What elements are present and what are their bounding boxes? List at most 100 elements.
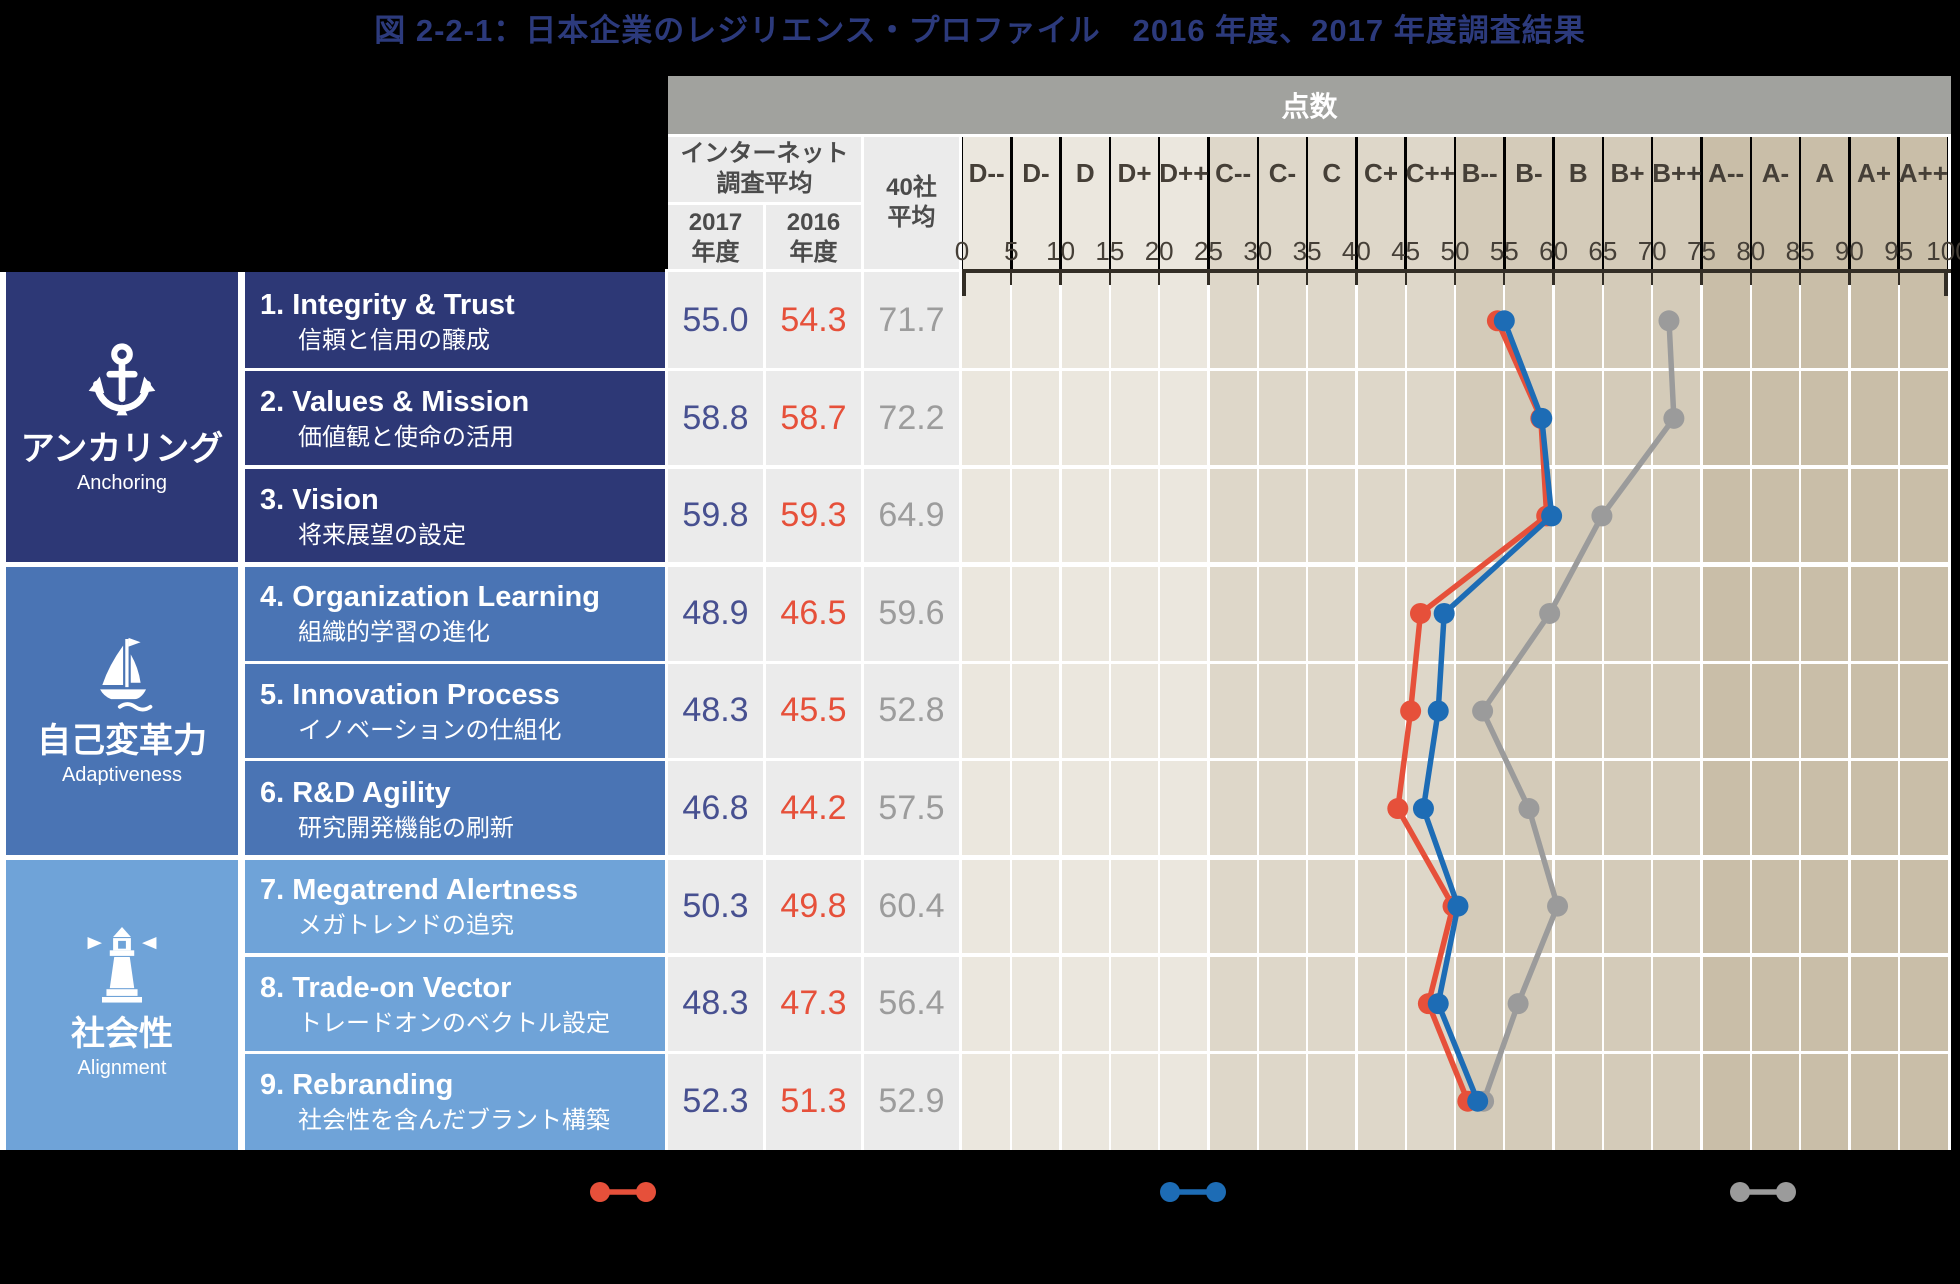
gridline-vertical <box>1305 272 1309 1150</box>
axis-tick <box>1108 272 1112 285</box>
axis-tick-label: 70 <box>1637 236 1667 266</box>
data-point <box>1547 895 1569 917</box>
legend-marker-glyph <box>590 1182 656 1202</box>
gridline-vertical <box>1256 272 1259 1150</box>
category-cell: 3. Vision 将来展望の設定 <box>245 467 665 565</box>
grade-band <box>1701 272 1948 1150</box>
grade-band <box>962 272 1209 1150</box>
header-divider <box>668 202 861 205</box>
score-header-bar: 点数 <box>668 76 1951 134</box>
col-40-line1: 40社 <box>886 174 937 201</box>
category-subtitle: イノベーションの仕組化 <box>298 716 562 744</box>
col-2017-line2: 年度 <box>691 238 740 266</box>
category-subtitle: 将来展望の設定 <box>298 521 466 549</box>
value-2016: 49.8 <box>766 857 861 955</box>
axis-tick <box>1256 272 1259 285</box>
value-2016: 47.3 <box>766 954 861 1053</box>
row-divider <box>245 1050 1948 1055</box>
data-point <box>1539 602 1561 624</box>
group-row-divider <box>0 562 1948 568</box>
grade-label: C++ <box>1405 158 1455 188</box>
axis-tick-label: 60 <box>1539 236 1569 266</box>
data-point <box>1387 798 1409 820</box>
grade-cell <box>1111 136 1158 269</box>
axis-tick <box>1158 272 1161 285</box>
grade-cell <box>1850 136 1898 269</box>
data-point <box>1427 700 1449 722</box>
category-title: 2. Values & Mission <box>260 386 530 419</box>
category-title: 4. Organization Learning <box>260 581 600 614</box>
gridline-vertical <box>1848 272 1851 1150</box>
category-cell: 1. Integrity & Trust 信頼と信用の醸成 <box>245 272 665 370</box>
axis-tick <box>962 272 966 296</box>
category-cell: 6. R&D Agility 研究開発機能の刷新 <box>245 759 665 858</box>
grade-label: D+ <box>1117 158 1152 188</box>
internet-survey-line2: 調査平均 <box>716 170 813 197</box>
col-40-line2: 平均 <box>887 204 936 231</box>
group-cell-anchoring: アンカリング Anchoring <box>6 272 238 565</box>
anchor-icon <box>86 342 158 427</box>
data-point <box>1518 798 1540 820</box>
grade-cell <box>1801 136 1849 269</box>
grade-label: C- <box>1268 158 1297 188</box>
group-label-ja: 社会性 <box>71 1015 173 1054</box>
grade-label: A <box>1815 158 1835 188</box>
axis-tick-label: 55 <box>1489 236 1519 266</box>
data-point <box>1467 1090 1489 1112</box>
grade-label: A- <box>1761 158 1790 188</box>
axis-tick-label: 65 <box>1588 236 1618 266</box>
grade-cell <box>1899 136 1947 269</box>
data-point <box>1507 993 1529 1015</box>
legend-marker <box>1159 1181 1227 1203</box>
axis-tick-label: 10 <box>1046 236 1076 266</box>
value-2016: 54.3 <box>766 272 861 370</box>
value-40avg: 57.5 <box>864 759 959 858</box>
category-cell: 8. Trade-on Vector トレードオンのベクトル設定 <box>245 954 665 1053</box>
axis-tick-label: 40 <box>1341 236 1371 266</box>
gridline-vertical <box>1552 272 1555 1150</box>
data-point <box>1541 505 1563 527</box>
col-header-internet-survey: インターネット 調査平均 <box>668 136 861 202</box>
axis-tick <box>1453 272 1457 285</box>
grade-cell <box>1061 136 1109 269</box>
value-2016: 45.5 <box>766 662 861 760</box>
data-point <box>1663 407 1685 429</box>
grade-label: D- <box>1022 158 1050 188</box>
category-title: 1. Integrity & Trust <box>260 288 515 321</box>
grade-label: C <box>1322 158 1342 188</box>
value-2017: 59.8 <box>668 467 763 565</box>
grade-cell <box>1653 136 1701 269</box>
value-2017: 55.0 <box>668 272 763 370</box>
group-label-en: Anchoring <box>76 471 168 494</box>
category-title: 9. Rebranding <box>260 1069 454 1102</box>
value-40avg: 60.4 <box>864 857 959 955</box>
category-title: 3. Vision <box>260 483 379 516</box>
category-subtitle: 価値観と使命の活用 <box>298 424 514 452</box>
value-2016: 44.2 <box>766 759 861 858</box>
data-point <box>1658 310 1680 332</box>
data-point <box>1409 602 1431 624</box>
series-line <box>1479 320 1677 1103</box>
gridline-vertical <box>1010 272 1013 1150</box>
header-divider <box>668 269 959 272</box>
axis-tick <box>1798 272 1802 285</box>
value-40avg: 52.9 <box>864 1052 959 1150</box>
axis-tick <box>1010 272 1013 285</box>
lighthouse-icon <box>82 927 162 1012</box>
legend-marker-glyph <box>1160 1182 1226 1202</box>
axis-tick-label: 85 <box>1785 236 1815 266</box>
value-2017: 58.8 <box>668 369 763 468</box>
row-divider <box>245 367 1948 372</box>
gridline-vertical <box>1355 272 1358 1150</box>
group-label-ja: アンカリング <box>20 429 224 468</box>
category-cell: 4. Organization Learning 組織的学習の進化 <box>245 564 665 663</box>
row-divider <box>245 758 1948 762</box>
col-2016-line2: 年度 <box>789 238 838 266</box>
legend-marker <box>1729 1181 1797 1203</box>
sailboat-icon <box>87 634 157 719</box>
internet-survey-line1: インターネット <box>680 140 849 167</box>
col-header-2016: 2016 年度 <box>766 205 861 270</box>
value-2016: 51.3 <box>766 1052 861 1150</box>
category-subtitle: トレードオンのベクトル設定 <box>298 1009 610 1037</box>
